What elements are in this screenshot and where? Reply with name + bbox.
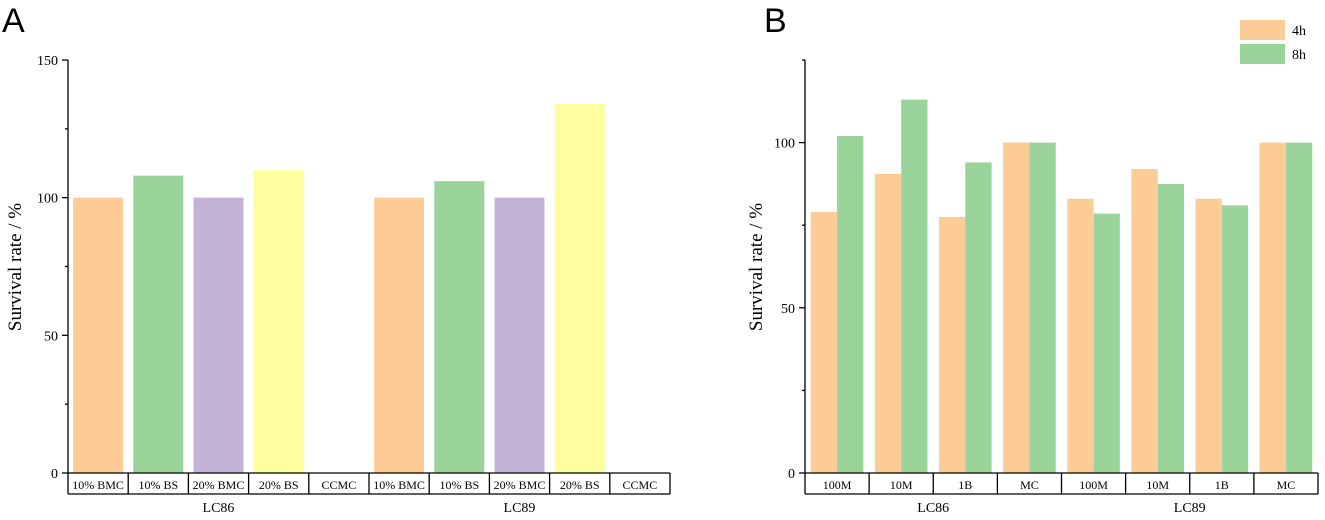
panel-b-axes: 100M 10M 1B MC 100M 10M 1B MC 0 50 100 LC86 LC89 — [774, 59, 1319, 516]
bar-lc86-100m-8h — [837, 135, 864, 473]
bar-lc86-2 — [193, 197, 244, 473]
panel-a-y-axis-label: Survival rate / % — [5, 203, 26, 331]
x-tick-label: 20% BS — [560, 478, 600, 492]
bar-lc89-0 — [374, 197, 425, 473]
bar-lc89-3 — [554, 104, 605, 473]
x-tick-label: 10% BMC — [72, 478, 124, 492]
y-tick-label: 50 — [781, 302, 795, 317]
y-tick-label: 0 — [788, 467, 795, 482]
panel-a-bars — [73, 104, 605, 473]
bar-lc89-100m-8h — [1093, 213, 1120, 474]
group-label: LC86 — [203, 501, 235, 516]
legend-label-8h: 8h — [1292, 48, 1306, 63]
bar-lc89-1 — [434, 181, 485, 473]
bar-lc86-3 — [253, 170, 304, 473]
panel-b: B 100M 10M 1B MC 100M 10M 1B MC 0 50 100 LC86 LC89 S… — [746, 2, 1319, 516]
x-tick-label: 100M — [823, 478, 852, 492]
bar-lc89-10m-4h — [1131, 169, 1158, 474]
bar-lc89-mc-4h — [1259, 142, 1286, 473]
panel-b-bars — [810, 99, 1313, 474]
x-tick-label: CCMC — [322, 478, 357, 492]
bar-lc86-1b-4h — [939, 216, 966, 473]
group-label: LC89 — [504, 501, 536, 516]
x-tick-label: 10M — [1146, 478, 1169, 492]
legend-swatch-4h — [1240, 20, 1285, 40]
bar-lc86-1 — [133, 175, 184, 473]
x-tick-label: MC — [1277, 478, 1296, 492]
bar-lc89-10m-8h — [1157, 183, 1184, 473]
panel-b-y-axis-label: Survival rate / % — [746, 203, 767, 331]
x-tick-label: 1B — [958, 478, 972, 492]
x-tick-label: MC — [1020, 478, 1039, 492]
bar-lc89-1b-4h — [1195, 198, 1222, 473]
x-tick-label: 10% BS — [138, 478, 178, 492]
group-label: LC89 — [1174, 501, 1206, 516]
x-tick-label: 100M — [1079, 478, 1108, 492]
x-tick-label: 1B — [1215, 478, 1229, 492]
bar-lc86-mc-4h — [1003, 142, 1030, 473]
y-tick-label: 50 — [44, 329, 58, 344]
bar-lc86-10m-4h — [874, 173, 902, 473]
x-tick-label: CCMC — [623, 478, 658, 492]
bar-lc86-0 — [73, 197, 124, 473]
y-tick-label: 0 — [51, 467, 58, 482]
x-tick-label: 20% BS — [259, 478, 299, 492]
y-tick-label: 150 — [37, 54, 58, 69]
panel-b-letter: B — [764, 2, 787, 40]
x-tick-label: 20% BMC — [193, 478, 245, 492]
panel-a-axes: 10% BMC 10% BS 20% BMC 20% BS CCMC 10% BMC 10%… — [37, 54, 671, 516]
bar-lc86-10m-8h — [901, 99, 928, 473]
panel-b-legend: 4h 8h — [1240, 20, 1306, 64]
x-tick-label: 10% BS — [439, 478, 479, 492]
bar-lc89-100m-4h — [1067, 198, 1094, 473]
bar-lc86-100m-4h — [810, 211, 838, 473]
y-tick-label: 100 — [37, 192, 58, 207]
x-tick-label: 20% BMC — [494, 478, 546, 492]
x-tick-label: 10% BMC — [373, 478, 425, 492]
legend-swatch-8h — [1240, 44, 1285, 64]
y-tick-label: 100 — [774, 137, 795, 152]
x-tick-label: 10M — [890, 478, 913, 492]
bar-lc89-mc-8h — [1285, 142, 1313, 473]
legend-label-4h: 4h — [1292, 24, 1306, 39]
panel-a: A 10% BMC 10% BS 20% BMC 20% BS CCMC 10% BMC 1… — [2, 2, 671, 516]
bar-lc86-1b-8h — [965, 162, 992, 473]
bar-lc89-1b-8h — [1221, 205, 1249, 473]
bar-lc86-mc-8h — [1029, 142, 1056, 473]
panel-a-letter: A — [2, 2, 25, 40]
group-label: LC86 — [917, 501, 949, 516]
bar-lc89-2 — [494, 197, 545, 473]
